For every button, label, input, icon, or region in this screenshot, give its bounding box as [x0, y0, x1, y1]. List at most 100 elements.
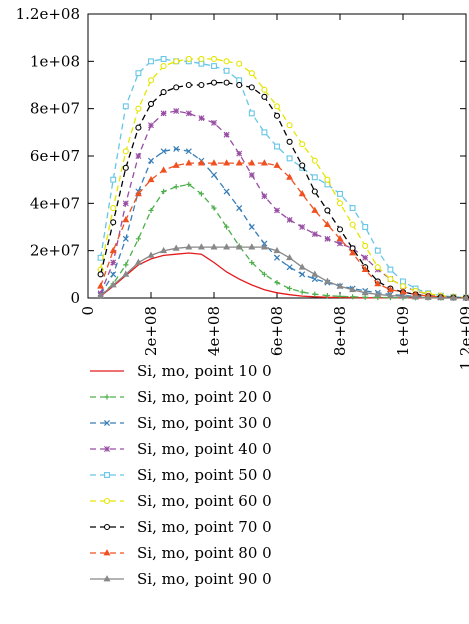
- data-point: [249, 259, 255, 266]
- x-tick-label: 4e+08: [205, 306, 223, 356]
- legend-label: Si, mo, point 10 0: [137, 362, 272, 380]
- data-point: [437, 293, 445, 301]
- data-point: [172, 161, 180, 168]
- data-point: [109, 281, 117, 288]
- data-point: [261, 193, 268, 200]
- data-point: [186, 181, 192, 187]
- series-line: [100, 148, 467, 299]
- data-point: [311, 206, 319, 213]
- data-point: [236, 150, 243, 157]
- data-point: [148, 58, 154, 65]
- data-point: [349, 221, 356, 228]
- data-point: [160, 89, 167, 96]
- data-point: [122, 235, 129, 242]
- data-point: [374, 290, 382, 297]
- data-point: [261, 129, 268, 136]
- data-point: [134, 258, 142, 265]
- data-point: [287, 285, 293, 292]
- data-point: [273, 246, 281, 254]
- data-point: [160, 63, 167, 70]
- data-point: [299, 162, 306, 169]
- data-point: [311, 188, 318, 195]
- data-point: [160, 148, 167, 155]
- data-point: [211, 119, 217, 126]
- data-point: [235, 159, 243, 166]
- data-point: [337, 190, 343, 197]
- data-point: [236, 77, 243, 84]
- data-point: [197, 159, 205, 166]
- data-point: [198, 191, 204, 197]
- data-point: [104, 394, 110, 400]
- data-point: [261, 86, 268, 93]
- legend-item: Si, mo, point 70 0: [90, 518, 272, 536]
- data-point: [386, 285, 394, 293]
- data-point: [198, 115, 205, 122]
- x-tick-label: 8e+08: [331, 306, 349, 356]
- data-point: [103, 419, 111, 427]
- legend-label: Si, mo, point 50 0: [137, 466, 272, 484]
- series-line: [100, 246, 467, 299]
- data-point: [185, 243, 193, 250]
- data-point: [223, 131, 230, 138]
- data-point: [273, 103, 281, 110]
- legend-label: Si, mo, point 30 0: [137, 414, 272, 432]
- data-point: [362, 242, 369, 249]
- y-tick-label: 6e+07: [30, 147, 80, 165]
- data-point: [224, 224, 230, 230]
- data-point: [260, 243, 268, 250]
- data-point: [97, 291, 105, 299]
- data-point: [286, 264, 293, 271]
- legend-item: Si, mo, point 60 0: [90, 492, 272, 510]
- series-4: [97, 108, 469, 301]
- data-point: [361, 265, 369, 272]
- data-point: [104, 446, 110, 452]
- data-point: [223, 159, 231, 166]
- data-point: [198, 81, 205, 89]
- y-tick-label: 1.2e+08: [16, 5, 80, 23]
- series-line: [100, 252, 466, 299]
- data-point: [147, 251, 155, 258]
- data-point: [374, 264, 381, 271]
- data-point: [412, 293, 420, 300]
- data-point: [223, 188, 230, 195]
- y-tick-label: 0: [70, 289, 80, 307]
- series-line: [99, 110, 467, 299]
- data-point: [286, 138, 293, 145]
- data-point: [274, 143, 280, 150]
- data-point: [122, 164, 129, 171]
- data-point: [248, 110, 255, 117]
- data-point: [122, 103, 129, 110]
- series-3: [97, 145, 469, 301]
- data-point: [449, 294, 457, 301]
- legend-label: Si, mo, point 90 0: [137, 570, 272, 588]
- series-line: [99, 162, 467, 299]
- data-point: [161, 188, 167, 195]
- data-point: [236, 205, 243, 212]
- series-line: [100, 183, 466, 299]
- data-point: [103, 523, 111, 531]
- series-2: [98, 181, 469, 301]
- series-1: [100, 252, 466, 299]
- data-point: [286, 173, 294, 180]
- data-point: [109, 246, 117, 254]
- y-tick-label: 2e+07: [30, 242, 80, 260]
- data-point: [387, 266, 394, 273]
- data-point: [311, 174, 318, 181]
- legend-item: Si, mo, point 20 0: [90, 388, 272, 406]
- data-point: [324, 235, 331, 242]
- data-point: [104, 472, 110, 478]
- data-point: [312, 291, 318, 297]
- data-point: [223, 67, 230, 74]
- data-point: [274, 280, 280, 286]
- data-point: [337, 240, 343, 247]
- data-point: [336, 226, 344, 233]
- x-tick-label: 1e+09: [394, 306, 412, 356]
- data-point: [198, 55, 205, 63]
- x-tick-label: 6e+08: [268, 306, 286, 356]
- series-7: [97, 79, 469, 301]
- data-point: [236, 60, 243, 67]
- data-point: [223, 243, 231, 250]
- data-point: [299, 141, 306, 148]
- data-point: [211, 63, 217, 70]
- data-point: [147, 100, 155, 107]
